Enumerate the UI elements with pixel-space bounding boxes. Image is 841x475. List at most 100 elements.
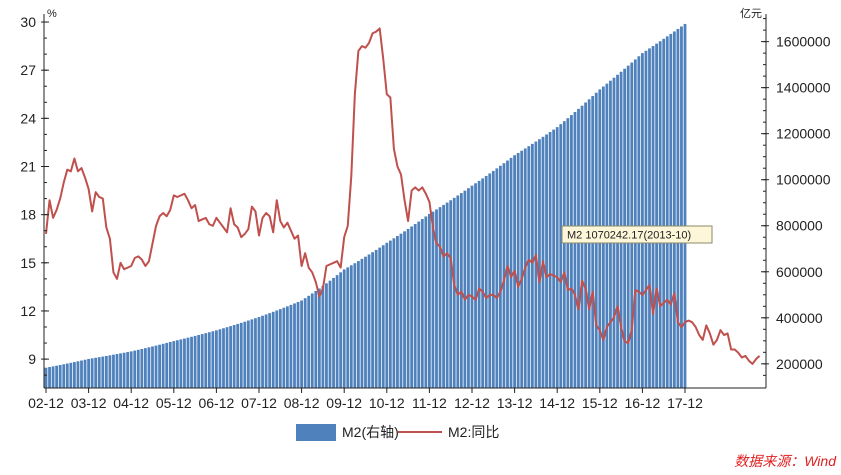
m2-bar <box>250 319 254 388</box>
m2-bar <box>683 23 687 388</box>
m2-bars <box>44 23 687 389</box>
m2-bar <box>222 328 225 388</box>
source-label: 数据来源：Wind <box>734 453 837 469</box>
m2-bar <box>410 226 414 388</box>
m2-bar <box>520 150 524 388</box>
m2-bar <box>534 141 538 388</box>
m2-bar <box>548 132 552 388</box>
m2-bar <box>339 272 343 388</box>
m2-bar <box>197 335 201 388</box>
x-tick-label: 08-12 <box>284 395 320 411</box>
m2-bar <box>271 311 275 388</box>
left-tick-label: 24 <box>20 110 36 126</box>
m2-bar <box>452 197 456 388</box>
legend-bar-label: M2(右轴) <box>342 424 399 440</box>
m2-bar <box>516 152 520 388</box>
m2-bar <box>126 352 130 388</box>
m2-bar <box>641 53 644 388</box>
m2-bar <box>229 326 232 388</box>
x-tick-label: 11-12 <box>412 395 447 411</box>
x-tick-label: 15-12 <box>582 395 618 411</box>
m2-bar <box>346 267 350 388</box>
m2-bar <box>186 337 190 388</box>
x-tick-label: 10-12 <box>369 395 405 411</box>
m2-yoy-line-layer <box>45 27 761 365</box>
m2-bar <box>179 339 183 388</box>
m2-bar <box>147 347 151 388</box>
m2-bar <box>456 195 460 388</box>
m2-bar <box>58 364 62 388</box>
m2-bar <box>658 41 662 388</box>
right-tick-label: 1400000 <box>776 80 831 96</box>
m2-bar <box>545 134 548 388</box>
m2-bar <box>112 354 115 388</box>
m2-bar <box>94 357 98 388</box>
right-tick-label: 200000 <box>776 356 823 372</box>
m2-bar <box>367 254 371 388</box>
m2-bar <box>488 173 492 388</box>
x-tick-label: 12-12 <box>454 395 490 411</box>
m2-bar <box>651 46 655 388</box>
m2-bar <box>286 306 289 388</box>
m2-bar <box>332 277 335 388</box>
m2-bar <box>183 338 186 388</box>
m2-bar <box>140 348 144 388</box>
m2-bar <box>215 330 218 388</box>
m2-bar <box>282 307 286 388</box>
m2-bar <box>51 366 55 388</box>
left-tick-label: 30 <box>20 14 36 30</box>
left-tick-label: 9 <box>28 351 36 367</box>
m2-yoy-line <box>45 27 761 365</box>
m2-bar <box>310 293 314 388</box>
m2-bar <box>381 245 385 388</box>
x-tick-label: 09-12 <box>326 395 362 411</box>
left-tick-label: 27 <box>20 62 36 78</box>
m2-bar <box>172 341 176 388</box>
legend: M2(右轴) M2:同比 <box>296 424 499 441</box>
m2-bar <box>254 318 257 388</box>
left-tick-label: 12 <box>20 303 36 319</box>
m2-bar <box>577 108 580 389</box>
m2-bar <box>144 348 147 388</box>
m2-bar <box>275 310 279 388</box>
m2-bar <box>570 115 573 388</box>
m2-bar <box>655 43 658 388</box>
m2-bar <box>438 207 442 388</box>
m2-bar <box>637 56 641 388</box>
m2-bar <box>459 193 463 388</box>
tooltip: M2 1070242.17(2013-10) <box>561 225 713 244</box>
m2-bar <box>69 362 73 388</box>
m2-bar <box>83 359 87 388</box>
m2-bar <box>530 143 534 388</box>
m2-bar <box>325 283 328 388</box>
m2-bar <box>491 170 495 388</box>
m2-bar <box>218 329 222 388</box>
left-tick-label: 21 <box>20 158 36 174</box>
m2-bar <box>44 367 48 388</box>
m2-bar <box>193 335 197 388</box>
m2-bar <box>321 285 325 388</box>
m2-bar <box>378 247 382 388</box>
m2-bar <box>48 367 51 388</box>
m2-bar <box>101 356 105 388</box>
m2-bar <box>133 350 137 388</box>
m2-bar <box>225 327 229 388</box>
right-tick-label: 1200000 <box>776 126 831 142</box>
m2-bar <box>158 344 161 388</box>
m2-bar <box>562 121 566 389</box>
m2-bar <box>335 275 339 388</box>
m2-bar <box>239 322 243 388</box>
m2-bar <box>129 351 133 388</box>
m2-bar <box>360 258 364 388</box>
m2-bar <box>392 238 396 388</box>
m2-bar <box>314 290 318 388</box>
m2-bar <box>207 332 211 388</box>
m2-bar <box>328 280 332 388</box>
x-tick-label: 14-12 <box>539 395 575 411</box>
m2-bar <box>672 31 676 388</box>
m2-bar <box>154 345 158 388</box>
m2-bar <box>385 242 389 388</box>
m2-bar <box>449 200 453 388</box>
m2-bar <box>307 295 311 388</box>
